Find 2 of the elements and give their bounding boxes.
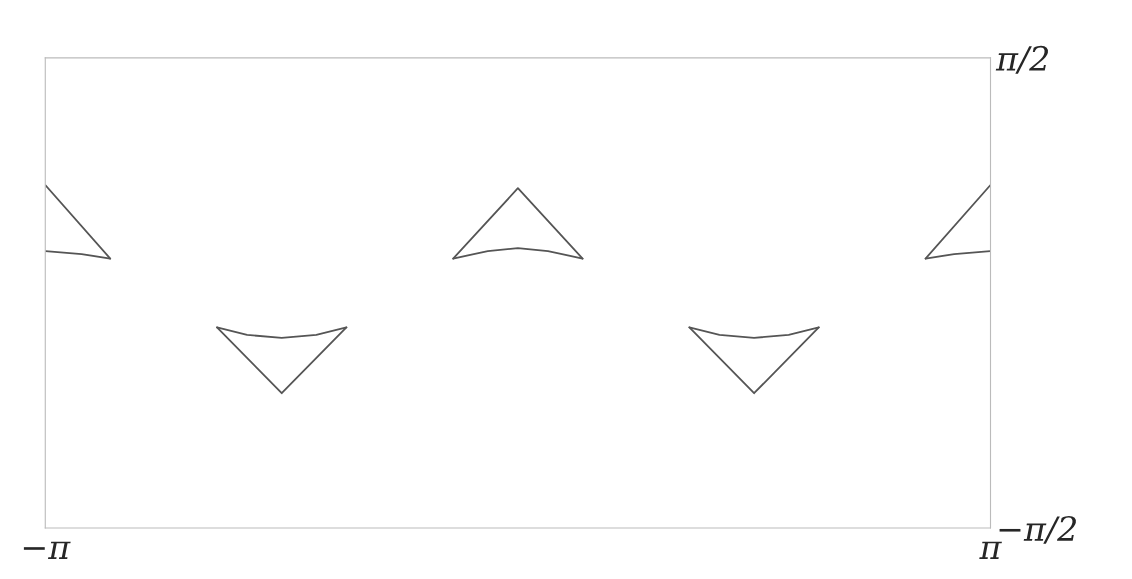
x-tick-label: −π (23, 541, 71, 559)
y-tick-label: π/2 (995, 45, 1049, 74)
